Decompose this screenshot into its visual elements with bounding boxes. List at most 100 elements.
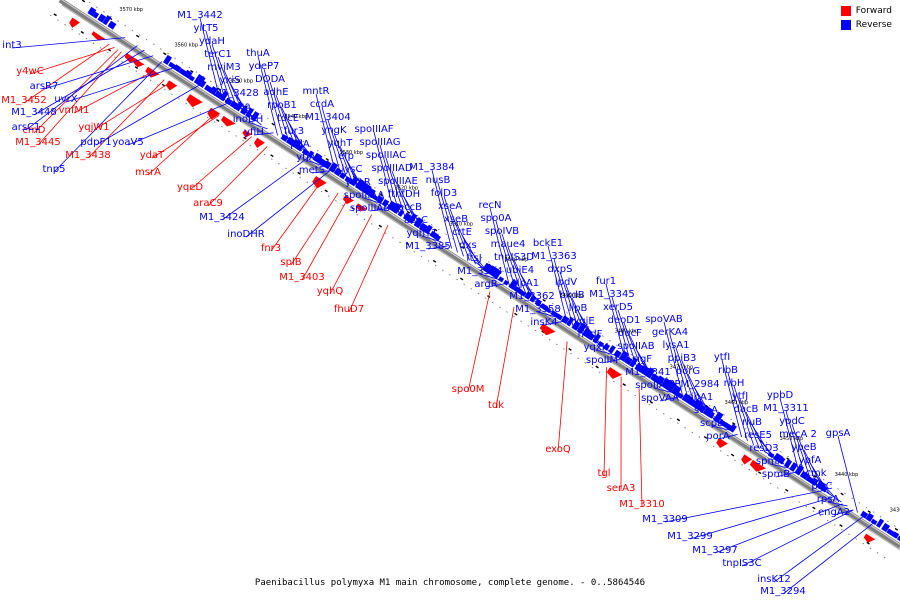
- gene-label-m1-3345: M1_3345: [589, 289, 634, 300]
- gene-label-yqht: yqhT: [328, 138, 354, 149]
- gene-label-porg: porG: [676, 366, 700, 377]
- reverse-right-leader: [553, 258, 574, 328]
- reverse-right-leader: [647, 374, 668, 390]
- reverse-right-leader: [287, 120, 308, 156]
- reverse-right-leader: [809, 462, 830, 495]
- gene-label-fur3: fur3: [284, 126, 304, 137]
- reverse-gene-mark: [508, 279, 519, 291]
- gene-label-terc1: terC1: [204, 49, 232, 60]
- gene-label-m1-3448: M1_3448: [11, 107, 56, 118]
- gene-label-msra: msrA: [135, 167, 161, 178]
- gene-label-ytfj: ytfJ: [732, 391, 748, 402]
- gene-label-m1-3452: M1_3452: [1, 95, 46, 106]
- reverse-right-leader: [479, 273, 500, 281]
- reverse-left-leader: [43, 55, 154, 90]
- gene-label-ytja: ytjA: [296, 152, 316, 163]
- reverse-gene-mark: [602, 343, 611, 351]
- kbp-tick-label: 3460 kbp: [725, 400, 749, 406]
- reverse-right-leader: [427, 245, 448, 250]
- forward-leader: [348, 224, 389, 313]
- forward-gene-mark: [355, 203, 367, 212]
- gene-label-yqhy1: yqhY1: [406, 228, 437, 239]
- strand-tick: [379, 193, 384, 197]
- reverse-gene-mark: [555, 313, 563, 321]
- reverse-right-leader: [733, 385, 754, 445]
- track-highlight: [61, 0, 900, 545]
- reverse-right-leader: [397, 183, 418, 227]
- reverse-right-leader: [605, 283, 626, 362]
- gene-label-ydah: ydaH: [199, 36, 225, 47]
- forward-leader: [467, 291, 491, 393]
- strand-tick: [270, 154, 274, 158]
- gene-label-lysc: lysC: [342, 164, 363, 175]
- reverse-right-leader: [543, 320, 564, 326]
- gene-label-spoiiaa: spoIIAA: [635, 380, 673, 391]
- gene-label-spoivb: spoIVB: [485, 226, 519, 237]
- reverse-gene-mark: [97, 13, 107, 23]
- reverse-gene-mark: [810, 477, 819, 487]
- gene-label-sigf: sigF: [632, 354, 652, 365]
- reverse-gene-mark: [778, 456, 786, 465]
- gene-label-maue4: maue4: [491, 239, 526, 250]
- gene-label-m1-3424: M1_3424: [199, 212, 244, 223]
- reverse-gene-mark: [365, 187, 376, 198]
- reverse-right-leader: [525, 285, 546, 310]
- forward-gene-mark: [220, 115, 236, 127]
- reverse-right-leader: [513, 259, 534, 302]
- gene-label-fhud7: fhuD7: [334, 304, 364, 315]
- gene-label-lysa1: lysA1: [662, 340, 689, 351]
- strand-tick: [405, 242, 410, 246]
- gene-label-tlpa1: tlpA1: [513, 278, 539, 289]
- gene-label-ccda: ccdA: [310, 99, 334, 110]
- gene-label-uvrx: uvrX: [54, 94, 77, 105]
- reverse-right-leader: [775, 471, 796, 478]
- strand-tick: [432, 259, 437, 263]
- reverse-right-leader: [837, 435, 858, 513]
- gene-label-cmd: cmD: [23, 125, 46, 136]
- gene-label-m1-3403: M1_3403: [279, 272, 324, 283]
- reverse-right-leader: [281, 107, 302, 152]
- forward-leader: [151, 115, 220, 159]
- gene-label-tdce: tdcE: [277, 113, 299, 124]
- reverse-gene-mark: [413, 217, 424, 229]
- forward-gene-mark: [253, 137, 265, 148]
- forward-leader: [207, 146, 268, 207]
- forward-leader: [87, 79, 165, 159]
- strand-tick: [866, 541, 870, 545]
- forward-gene-mark: [741, 454, 753, 465]
- strand-tick: [351, 207, 355, 210]
- reverse-right-leader: [403, 196, 424, 231]
- gene-label-m1-3363: M1_3363: [531, 251, 576, 262]
- gene-label-xseb: xseB: [444, 214, 468, 225]
- gene-label-yngk: yngK: [321, 125, 347, 136]
- kbp-tick-label: 3490 kbp: [560, 293, 584, 299]
- gene-label-yqjw1: yqjW1: [78, 122, 109, 133]
- forward-gene-mark: [242, 129, 252, 138]
- strand-tick: [325, 157, 330, 161]
- forward-swatch: [840, 6, 851, 16]
- gene-label-mvim3: mviM3: [207, 62, 240, 73]
- gene-label-tdk: tdk: [488, 400, 504, 411]
- reverse-right-leader: [629, 335, 650, 378]
- reverse-gene-mark: [424, 224, 433, 235]
- reverse-right-leader: [461, 234, 482, 269]
- reverse-gene-mark: [381, 198, 390, 207]
- reverse-right-leader: [727, 372, 748, 442]
- reverse-right-leader: [751, 424, 772, 457]
- chromosome-track: [58, 0, 900, 549]
- forward-gene-mark: [186, 94, 203, 108]
- gene-label-pora: porA: [706, 431, 730, 442]
- reverse-right-leader: [495, 220, 516, 291]
- strand-tick: [812, 506, 816, 510]
- strand-tick: [80, 30, 85, 34]
- gene-label-mets: metS: [299, 165, 325, 176]
- reverse-right-leader: [797, 436, 818, 487]
- gene-label-m1-3384: M1_3384: [409, 162, 454, 173]
- reverse-right-leader: [311, 170, 332, 174]
- reverse-gene-mark: [671, 384, 682, 397]
- gene-label-argr: argR: [474, 279, 497, 290]
- gene-label-fthfdh: fthfDH: [388, 189, 420, 200]
- gene-label-spoiiiaa: spoIIIAA: [344, 190, 385, 201]
- gene-label-m1-3358: M1_3358: [515, 304, 560, 315]
- gene-label-m1-3385: M1_3385: [405, 241, 450, 252]
